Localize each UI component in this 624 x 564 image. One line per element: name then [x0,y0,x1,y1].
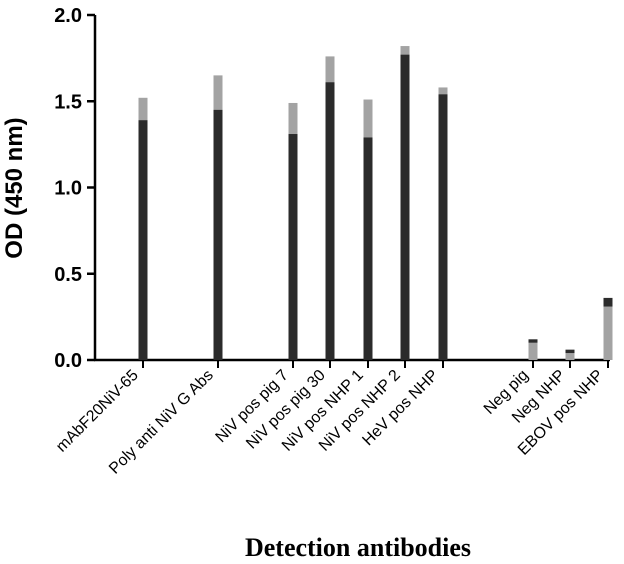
y-tick-label: 2.0 [54,5,82,27]
error-bar [603,297,613,307]
error-bar [138,97,148,121]
y-tick-label: 1.0 [54,178,82,200]
x-axis-label: Detection antibodies [245,533,471,562]
bar [363,118,373,360]
bar [288,118,298,360]
bar [400,51,410,360]
bar [528,342,538,360]
bar [565,353,575,360]
error-bar [288,102,298,135]
y-tick-label: 0.5 [54,264,82,286]
y-tick-label: 1.5 [54,91,82,113]
bar [138,108,148,361]
bar [213,92,223,360]
y-axis: 0.0 0.5 1.0 1.5 2.0 [54,5,97,372]
x-axis [94,358,610,368]
y-axis-label: OD (450 nm) [1,117,28,258]
error-bar [325,56,335,83]
error-bar [213,75,223,110]
bar [325,70,335,360]
error-bar [565,349,575,354]
bars [138,46,613,361]
bar [438,90,448,361]
error-bar [400,46,410,55]
error-bar [528,339,538,343]
error-bar [363,99,373,138]
y-tick-label: 0.0 [54,350,82,372]
error-bar [438,87,448,95]
bar [603,303,613,360]
